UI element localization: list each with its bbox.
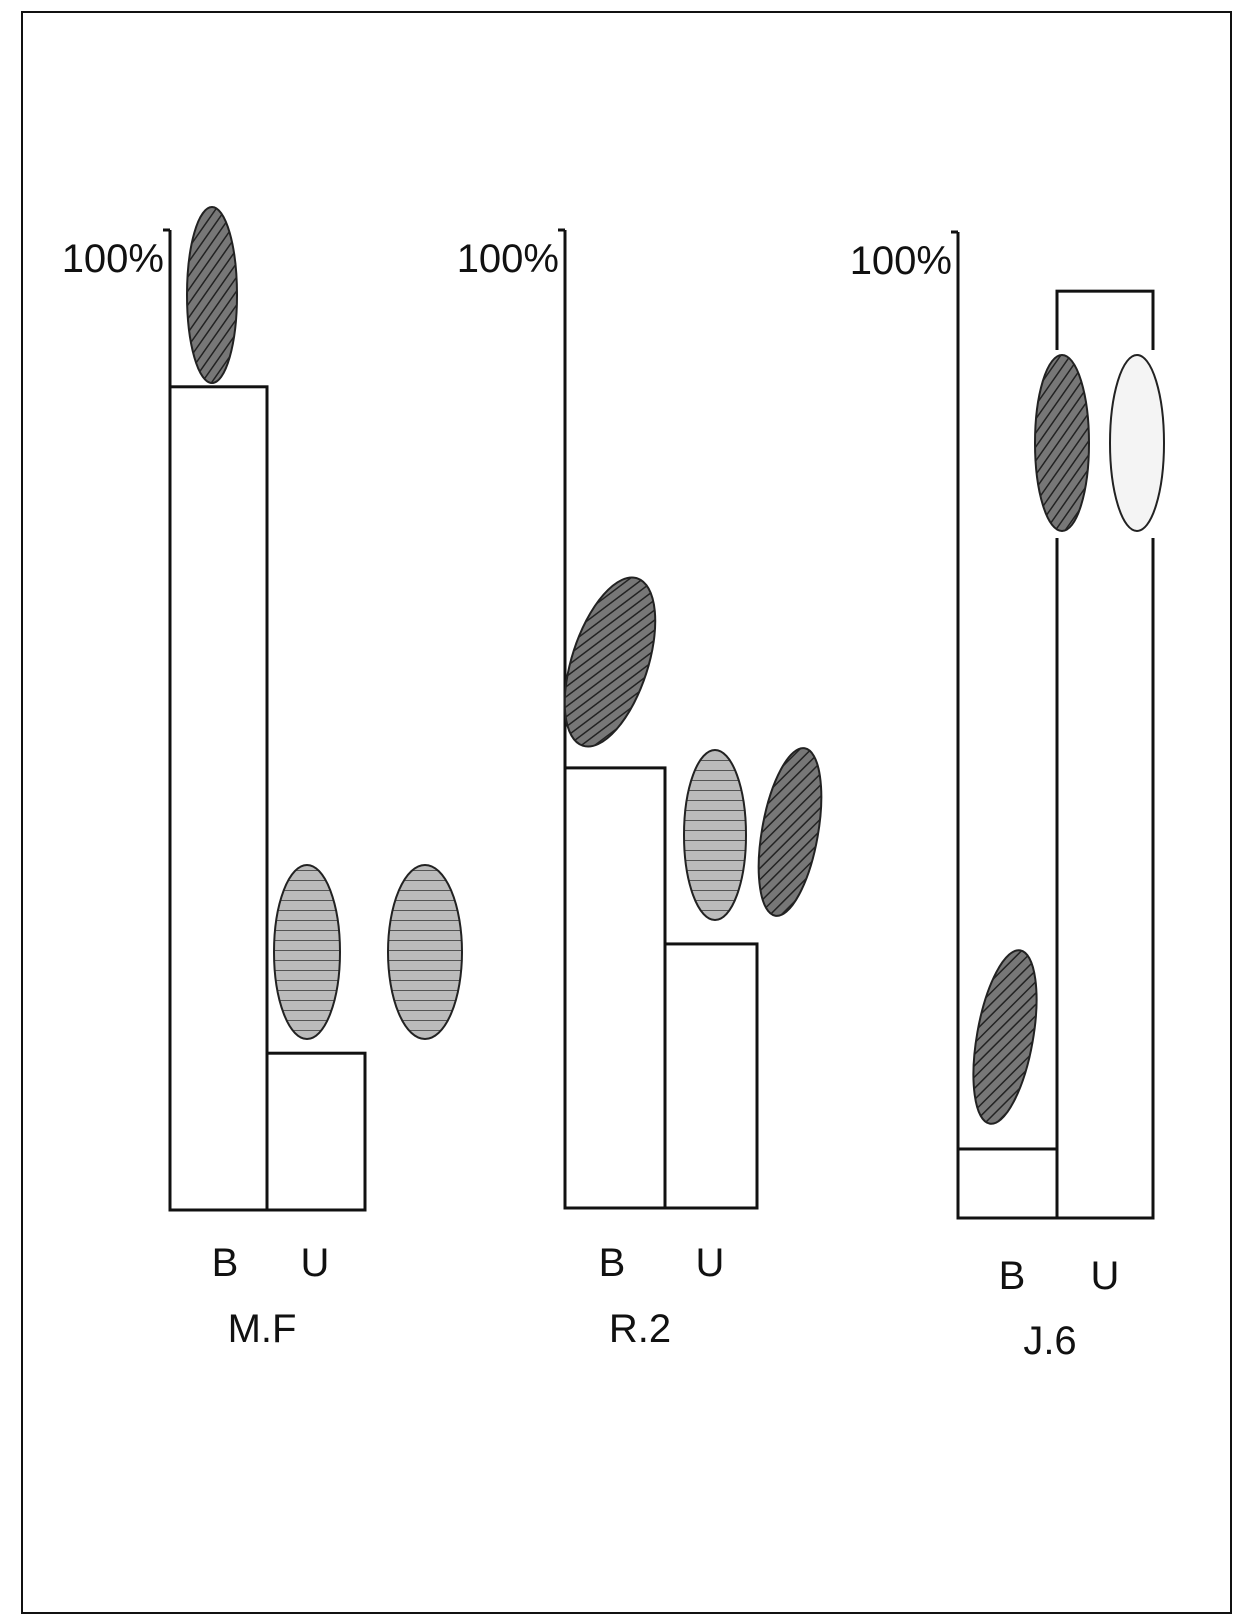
artifact [1035, 355, 1089, 531]
y-tick-label: 100% [457, 237, 559, 281]
artifact [684, 750, 746, 920]
y-tick-label: 100% [62, 237, 164, 281]
x-tick-label: B [599, 1241, 626, 1285]
chart-title: R.2 [609, 1307, 671, 1351]
bar [565, 768, 665, 1208]
chart-title: M.F [228, 1307, 297, 1351]
artifact [274, 865, 340, 1039]
chart-title: J.6 [1023, 1319, 1076, 1363]
x-tick-label: B [212, 1241, 239, 1285]
bar [665, 944, 757, 1208]
artifact [962, 945, 1048, 1128]
x-tick-label: U [696, 1241, 725, 1285]
artifact [748, 743, 833, 920]
bar [958, 1149, 1057, 1218]
x-tick-label: B [999, 1254, 1026, 1298]
x-tick-label: U [1091, 1254, 1120, 1298]
bar [267, 1053, 365, 1210]
y-tick-label: 100% [850, 239, 952, 283]
artifact [1110, 355, 1164, 531]
artifact [388, 865, 462, 1039]
artifact [187, 207, 237, 383]
x-tick-label: U [301, 1241, 330, 1285]
bar [170, 387, 267, 1210]
chart: 100%BUM.F100%BUR.2100%BUJ.6 [0, 0, 1233, 1615]
